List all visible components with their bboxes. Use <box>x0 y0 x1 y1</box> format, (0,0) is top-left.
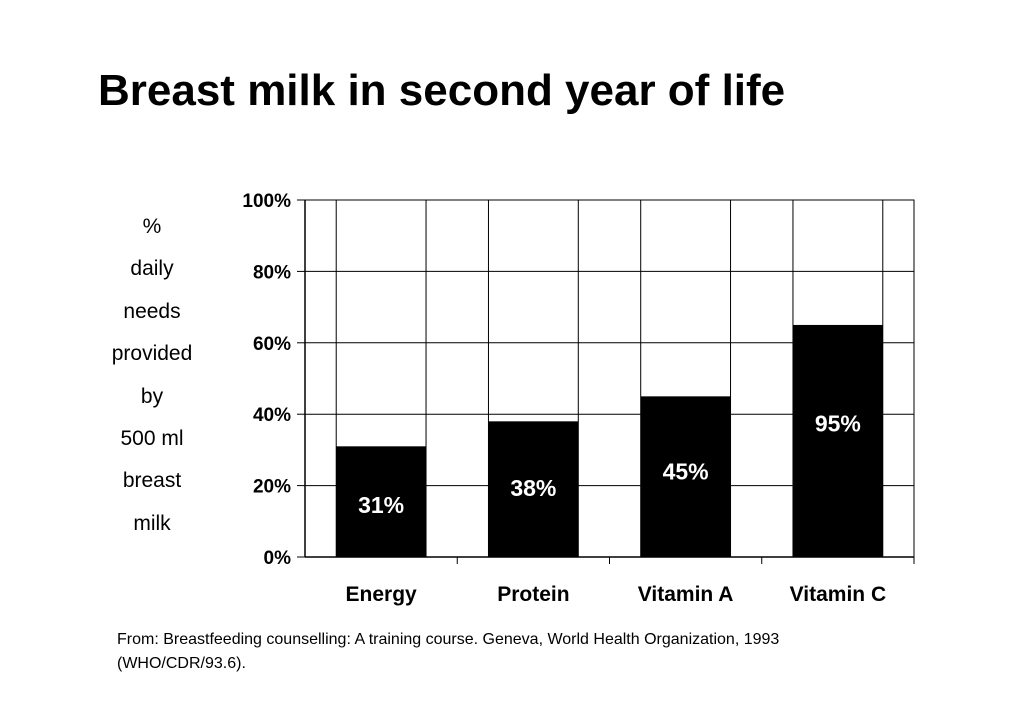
y-axis-label-line: breast <box>122 469 182 493</box>
source-citation: From: Breastfeeding counselling: A train… <box>117 631 780 672</box>
x-category-label: Energy <box>346 583 418 606</box>
bar-data-label: 45% <box>663 458 709 484</box>
y-axis-label-line: 500 ml <box>120 427 184 451</box>
y-axis-label-line: daily <box>130 257 174 281</box>
y-tick-label: 80% <box>253 262 291 283</box>
y-tick-label: 20% <box>253 477 291 498</box>
bar <box>488 421 579 557</box>
slide-title: Breast milk in second year of life <box>98 66 786 115</box>
y-tick-label: 60% <box>253 334 291 355</box>
bar-data-label: 31% <box>358 492 404 518</box>
y-axis-label-line: by <box>140 384 164 408</box>
y-axis-label: % daily needs provided by 500 ml breast … <box>100 206 204 545</box>
x-category-label: Protein <box>497 583 569 606</box>
y-axis-label-line: milk <box>133 511 171 535</box>
y-axis-label-line: % <box>142 215 162 238</box>
bar-data-label: 38% <box>510 475 556 501</box>
y-axis-label-line: needs <box>123 299 181 323</box>
bar-data-label: 95% <box>815 411 861 437</box>
y-tick-label: 0% <box>264 548 292 569</box>
y-axis-label-line: provided <box>111 342 193 366</box>
bar <box>640 396 731 557</box>
y-tick-label: 40% <box>253 405 291 426</box>
x-category-label: Vitamin A <box>638 583 734 606</box>
bar <box>792 324 883 557</box>
bar <box>336 446 427 557</box>
x-category-label: Vitamin C <box>790 583 886 606</box>
y-tick-label: 100% <box>242 191 291 212</box>
